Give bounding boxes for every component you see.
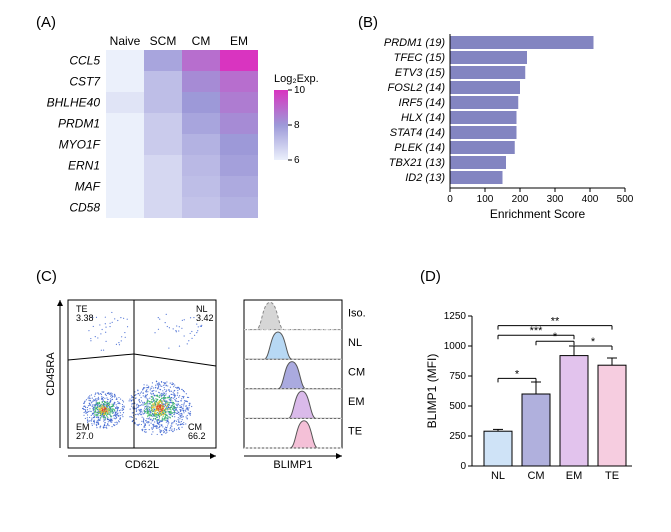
svg-text:CST7: CST7 — [69, 75, 101, 89]
svg-text:100: 100 — [477, 194, 494, 205]
svg-text:SCM: SCM — [150, 34, 177, 48]
svg-text:1000: 1000 — [444, 341, 467, 352]
svg-text:1250: 1250 — [444, 311, 467, 322]
svg-text:*: * — [515, 368, 520, 380]
svg-text:0: 0 — [460, 461, 466, 472]
svg-text:PLEK (14): PLEK (14) — [394, 142, 445, 154]
svg-text:IRF5 (14): IRF5 (14) — [399, 97, 446, 109]
svg-text:BLIMP1: BLIMP1 — [273, 459, 312, 471]
svg-text:Enrichment Score: Enrichment Score — [490, 207, 586, 221]
svg-text:CM: CM — [348, 366, 365, 378]
svg-text:EM: EM — [230, 34, 248, 48]
svg-text:CD45RA: CD45RA — [45, 352, 57, 396]
svg-text:TFEC (15): TFEC (15) — [394, 52, 446, 64]
svg-text:66.2: 66.2 — [188, 431, 206, 441]
svg-text:8: 8 — [294, 120, 300, 131]
svg-text:PRDM1: PRDM1 — [58, 117, 100, 131]
svg-text:EM: EM — [566, 470, 583, 482]
svg-text:TBX21 (13): TBX21 (13) — [389, 157, 446, 169]
svg-text:STAT4 (14): STAT4 (14) — [390, 127, 446, 139]
panel-c-label: (C) — [36, 268, 57, 285]
svg-text:300: 300 — [547, 194, 564, 205]
svg-text:CM: CM — [192, 34, 211, 48]
svg-text:10: 10 — [294, 85, 306, 96]
svg-text:Log₂Exp.: Log₂Exp. — [274, 73, 319, 85]
svg-text:BHLHE40: BHLHE40 — [47, 96, 101, 110]
svg-text:CD62L: CD62L — [125, 459, 159, 471]
svg-text:27.0: 27.0 — [76, 431, 94, 441]
svg-text:250: 250 — [449, 431, 466, 442]
svg-text:*: * — [553, 331, 558, 343]
svg-text:***: *** — [530, 325, 544, 337]
svg-text:ETV3 (15): ETV3 (15) — [395, 67, 445, 79]
svg-text:HLX (14): HLX (14) — [401, 112, 445, 124]
svg-text:400: 400 — [582, 194, 599, 205]
svg-text:500: 500 — [617, 194, 634, 205]
svg-text:0: 0 — [447, 194, 453, 205]
panel-d-label: (D) — [420, 268, 441, 285]
svg-text:MAF: MAF — [75, 180, 101, 194]
svg-text:NL: NL — [491, 470, 505, 482]
svg-text:Iso.: Iso. — [348, 307, 366, 319]
svg-text:6: 6 — [294, 155, 300, 166]
svg-text:ID2 (13): ID2 (13) — [405, 172, 445, 184]
flow-histogram: Iso. NL CM EM TE BLIMP1 — [240, 296, 385, 471]
svg-text:FOSL2 (14): FOSL2 (14) — [388, 82, 446, 94]
flow-scatter: TE3.38NL3.42EM27.0CM66.2CD62LCD45RA — [50, 296, 232, 471]
panel-a-label: (A) — [36, 14, 56, 31]
svg-text:CCL5: CCL5 — [69, 54, 100, 68]
svg-text:PRDM1 (19): PRDM1 (19) — [384, 37, 445, 49]
svg-text:*: * — [591, 336, 596, 348]
svg-text:Naive: Naive — [110, 34, 141, 48]
svg-text:CD58: CD58 — [69, 201, 100, 215]
svg-text:CM: CM — [527, 470, 544, 482]
svg-text:TE: TE — [348, 426, 362, 438]
enrichment-bar-chart: PRDM1 (19) TFEC (15) ETV3 (15) FOSL2 (14) IR… — [358, 28, 648, 228]
svg-text:750: 750 — [449, 371, 466, 382]
svg-text:ERN1: ERN1 — [68, 159, 100, 173]
svg-text:EM: EM — [348, 396, 365, 408]
svg-text:MYO1F: MYO1F — [59, 138, 101, 152]
svg-text:3.42: 3.42 — [196, 313, 214, 323]
svg-text:**: ** — [551, 316, 560, 328]
svg-text:NL: NL — [348, 337, 362, 349]
svg-text:3.38: 3.38 — [76, 313, 94, 323]
svg-text:BLIMP1 (MFI): BLIMP1 (MFI) — [425, 354, 439, 429]
heatmap: Naive SCM CM EM CCL5 CST7 BHLHE40 PRDM1 MYO1F ERN… — [36, 34, 331, 229]
svg-text:500: 500 — [449, 401, 466, 412]
blimp1-bar-chart: 025050075010001250BLIMP1 (MFI)NLCMEMTE**… — [420, 292, 645, 492]
svg-text:TE: TE — [605, 470, 619, 482]
svg-text:200: 200 — [512, 194, 529, 205]
